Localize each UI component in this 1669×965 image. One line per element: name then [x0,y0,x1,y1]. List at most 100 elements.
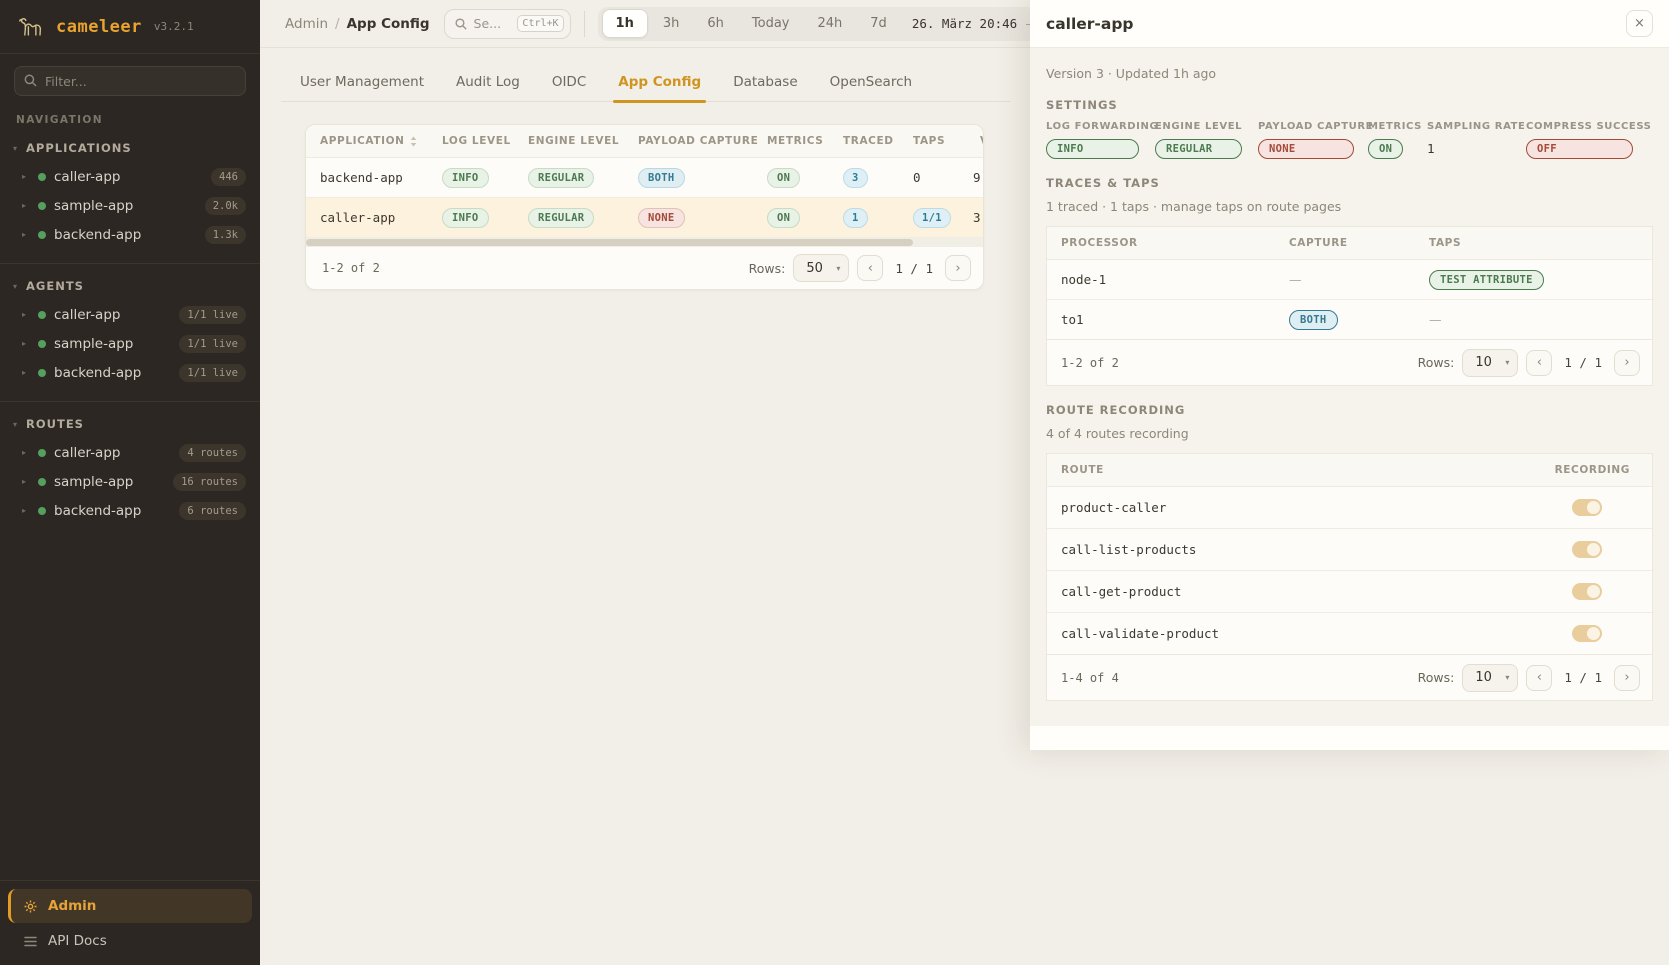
settings-section-label: SETTINGS [1046,98,1118,112]
count-badge: 446 [211,167,246,186]
admin-tabs: User Management Audit Log OIDC App Confi… [281,68,1011,103]
prev-page-button[interactable]: ‹ [1526,349,1553,376]
trace-row-node-1[interactable]: node-1 — TEST ATTRIBUTE [1047,260,1652,300]
recording-toggle[interactable] [1572,583,1602,600]
sidebar-item-applications-caller-app[interactable]: ▸ caller-app 446 [0,162,260,191]
tab-oidc[interactable]: OIDC [551,74,587,90]
table-footer: 1-2 of 2 Rows: 50 ▾ ‹ 1 / 1 › [306,247,983,289]
sidebar-item-applications-sample-app[interactable]: ▸ sample-app 2.0k [0,191,260,220]
sidebar-item-applications-backend-app[interactable]: ▸ backend-app 1.3k [0,220,260,249]
table-row-backend-app[interactable]: backend-app INFO REGULAR BOTH ON 3 0 9 [306,158,983,198]
status-dot [38,506,46,515]
page-indicator: 1 / 1 [1564,670,1602,685]
v-cell: 3 [973,210,981,225]
time-range-1h[interactable]: 1h [601,9,648,38]
recording-toggle[interactable] [1572,541,1602,558]
recording-toggle[interactable] [1572,625,1602,642]
sidebar-item-routes-backend-app[interactable]: ▸ backend-app 6 routes [0,496,260,525]
count-badge: 1.3k [204,225,246,244]
rows-label: Rows: [1417,670,1455,685]
time-range-selector: 1h 3h 6h Today 24h 7d 26. März 20:46 — n… [597,6,1084,41]
table-row-caller-app[interactable]: caller-app INFO REGULAR NONE ON 1 1/1 3 [306,198,983,238]
route-recording-footer: 1-4 of 4 Rows: 10 ▾ ‹ 1 / 1 › [1047,655,1652,700]
tab-audit-log[interactable]: Audit Log [456,74,520,90]
chevron-right-icon: ▸ [22,230,27,239]
chevron-down-icon: ▾ [13,143,19,153]
chevron-right-icon: ▸ [22,506,27,515]
breadcrumb: Admin / App Config [285,16,430,32]
chevron-right-icon: ▸ [22,368,27,377]
route-row-call-list-products: call-list-products [1047,529,1652,571]
column-processor: PROCESSOR [1061,237,1138,249]
chevron-down-icon: ▾ [13,281,19,291]
recording-toggle[interactable] [1572,499,1602,516]
chevron-down-icon: ▾ [836,263,841,273]
v-cell: 9 [973,170,981,185]
column-taps: TAPS [1429,237,1462,249]
chevron-right-icon: ▸ [22,477,27,486]
trace-row-to1[interactable]: to1 BOTH — [1047,300,1652,340]
rows-per-page-select[interactable]: 10 ▾ [1462,663,1519,692]
sidebar-section-applications[interactable]: ▾ APPLICATIONS [13,141,132,155]
sidebar-item-admin[interactable]: Admin [8,889,252,923]
traces-table-footer: 1-2 of 2 Rows: 10 ▾ ‹ 1 / 1 › [1047,340,1652,385]
route-cell: product-caller [1061,500,1167,515]
route-row-product-caller: product-caller [1047,487,1652,529]
metrics-value: ON [1368,139,1404,159]
sidebar-item-agents-backend-app[interactable]: ▸ backend-app 1/1 live [0,358,260,387]
traces-table: PROCESSOR CAPTURE TAPS node-1 — TEST ATT… [1046,226,1653,386]
log-level-badge: INFO [442,207,489,228]
tab-user-management[interactable]: User Management [300,74,424,90]
time-range-6h[interactable]: 6h [707,16,724,31]
global-search-input[interactable]: Se... Ctrl+K [443,8,571,39]
sidebar-item-routes-caller-app[interactable]: ▸ caller-app 4 routes [0,438,260,467]
metrics-badge: ON [767,167,801,188]
sidebar-item-routes-sample-app[interactable]: ▸ sample-app 16 routes [0,467,260,496]
prev-page-button[interactable]: ‹ [1526,664,1553,691]
tab-app-config[interactable]: App Config [613,68,707,103]
prev-page-button[interactable]: ‹ [857,255,884,281]
chevron-right-icon: ▸ [22,201,27,210]
engine-level-badge: REGULAR [528,207,595,228]
next-page-button[interactable]: › [1614,664,1640,691]
column-application[interactable]: APPLICATION [306,125,428,157]
sidebar-item-agents-sample-app[interactable]: ▸ sample-app 1/1 live [0,329,260,358]
sidebar-section-agents[interactable]: ▾ AGENTS [13,279,84,293]
route-recording-subtitle: 4 of 4 routes recording [1046,426,1189,441]
filter-input[interactable] [14,66,246,96]
next-page-button[interactable]: › [1614,349,1640,376]
application-cell: backend-app [320,170,403,185]
taps-cell: 0 [913,170,921,185]
time-from: 26. März 20:46 [911,16,1018,31]
search-icon [454,17,468,31]
toggle-knob [1587,585,1600,598]
sidebar-section-routes[interactable]: ▾ ROUTES [13,417,84,431]
routes-badge: 6 routes [179,501,246,520]
breadcrumb-separator: / [335,15,340,32]
count-badge: 2.0k [204,196,246,215]
traces-subtitle: 1 traced · 1 taps · manage taps on route… [1046,199,1342,214]
time-range-24h[interactable]: 24h [817,16,843,31]
app-logo: cameleer v3.2.1 [0,0,260,54]
time-range-today[interactable]: Today [751,16,790,31]
column-recording: RECORDING [1554,464,1630,476]
column-log-level: LOG LEVEL [442,135,511,147]
route-cell: call-list-products [1061,542,1197,557]
status-dot [38,310,46,319]
rows-per-page-select[interactable]: 10 ▾ [1462,348,1519,377]
rows-per-page-select[interactable]: 50 ▾ [793,254,850,282]
close-panel-button[interactable]: × [1626,10,1653,37]
tab-database[interactable]: Database [733,74,798,90]
time-range-3h[interactable]: 3h [662,16,680,31]
field-label: ENGINE LEVEL [1155,121,1243,132]
traced-badge: 1 [843,207,868,228]
breadcrumb-admin[interactable]: Admin [285,15,329,32]
tab-opensearch[interactable]: OpenSearch [829,74,913,90]
next-page-button[interactable]: › [945,255,971,281]
column-metrics: METRICS [767,135,824,147]
sidebar-item-agents-caller-app[interactable]: ▸ caller-app 1/1 live [0,300,260,329]
sidebar-item-api-docs[interactable]: API Docs [8,925,252,957]
scrollbar-thumb[interactable] [306,239,913,246]
time-range-7d[interactable]: 7d [870,16,887,31]
status-dot [38,368,46,377]
